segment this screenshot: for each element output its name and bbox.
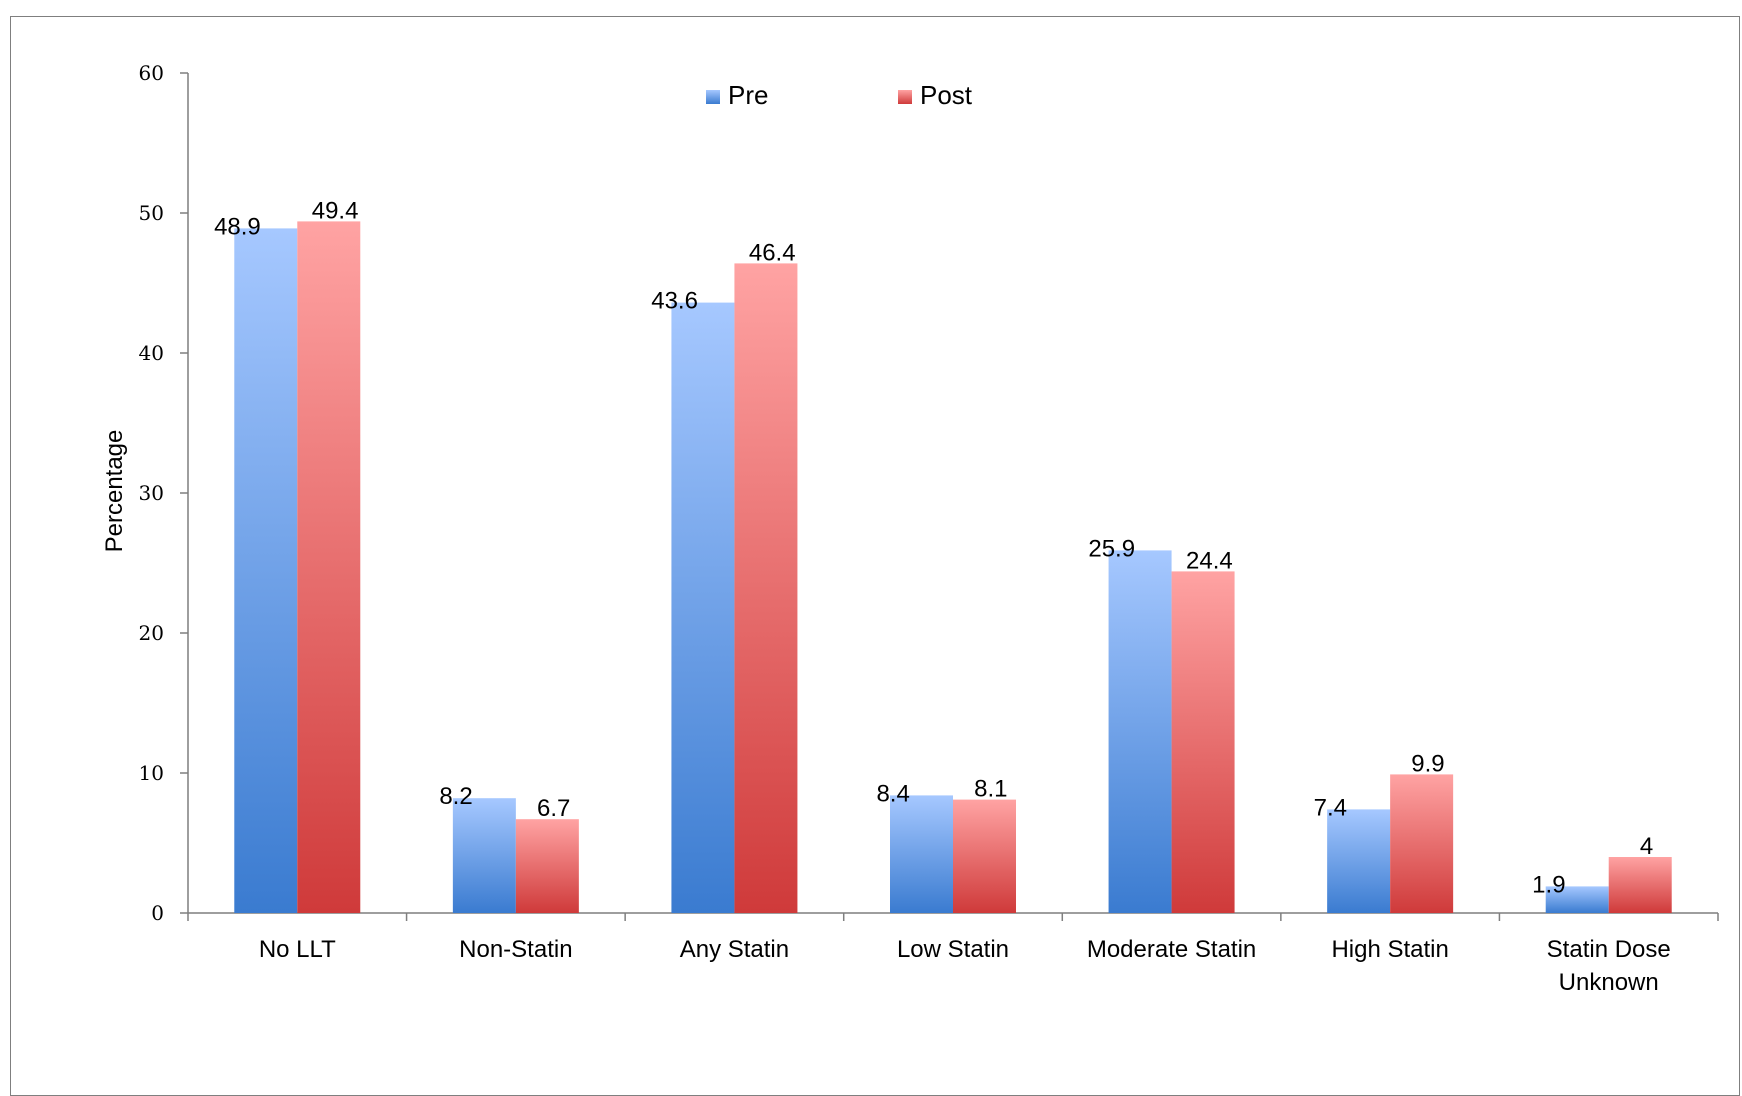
data-label-pre: 48.9 <box>214 213 261 240</box>
bar-post <box>1608 857 1672 913</box>
legend-label-pre: Pre <box>728 80 768 110</box>
data-label-post: 4 <box>1640 833 1653 860</box>
data-label-post: 6.7 <box>537 795 570 822</box>
data-label-pre: 1.9 <box>1532 871 1565 898</box>
x-category-label: Any Statin <box>680 936 789 963</box>
data-label-post: 9.9 <box>1411 750 1444 777</box>
data-label-pre: 8.2 <box>439 783 472 810</box>
legend-swatch-pre <box>706 90 720 104</box>
y-tick-label: 20 <box>139 621 164 645</box>
y-tick-label: 10 <box>139 761 164 785</box>
bar-pre <box>890 795 953 913</box>
bar-pre <box>1545 886 1609 913</box>
data-label-post: 49.4 <box>312 197 359 224</box>
axes: 0 10 20 30 40 50 60 No LLT Non-Statin Any Statin L… <box>139 61 1719 996</box>
data-label-pre: 43.6 <box>651 288 698 315</box>
data-label-post: 8.1 <box>974 776 1007 803</box>
bar-post <box>515 819 579 913</box>
bar-post <box>953 799 1016 913</box>
bar-pre <box>1108 550 1172 913</box>
bar-post <box>1390 774 1454 913</box>
y-tick-label: 60 <box>139 61 164 85</box>
x-category-label: No LLT <box>259 936 336 963</box>
bar-post <box>734 263 798 913</box>
bar-post <box>297 221 361 913</box>
x-category-label: Moderate Statin <box>1087 936 1256 963</box>
x-category-label: Non-Statin <box>459 936 572 963</box>
x-category-label: Statin Dose Unknown <box>1547 936 1671 996</box>
data-label-pre: 25.9 <box>1088 535 1135 562</box>
bar-pre <box>234 228 298 913</box>
legend: Pre Post <box>706 80 973 110</box>
y-tick-label: 0 <box>151 901 164 925</box>
bars <box>234 221 1672 914</box>
legend-label-post: Post <box>920 80 973 110</box>
data-label-post: 46.4 <box>749 239 796 266</box>
x-category-label: Low Statin <box>897 936 1009 963</box>
y-tick-label: 50 <box>139 201 164 225</box>
bar-pre <box>1327 809 1391 913</box>
bar-pre <box>671 302 735 914</box>
data-label-post: 24.4 <box>1186 547 1233 574</box>
x-category-label: High Statin <box>1331 936 1448 963</box>
y-axis-title: Percentage <box>101 430 128 553</box>
data-label-pre: 8.4 <box>876 780 909 807</box>
data-label-pre: 7.4 <box>1314 794 1347 821</box>
bar-pre <box>452 798 516 913</box>
bar-post <box>1171 571 1235 913</box>
y-tick-label: 30 <box>139 481 164 505</box>
y-tick-label: 40 <box>139 341 164 365</box>
data-labels: 48.9 8.2 43.6 8.4 25.9 7.4 1.9 49.4 6.7 46.4 8.1 24… <box>214 197 1653 898</box>
legend-swatch-post <box>898 90 912 104</box>
